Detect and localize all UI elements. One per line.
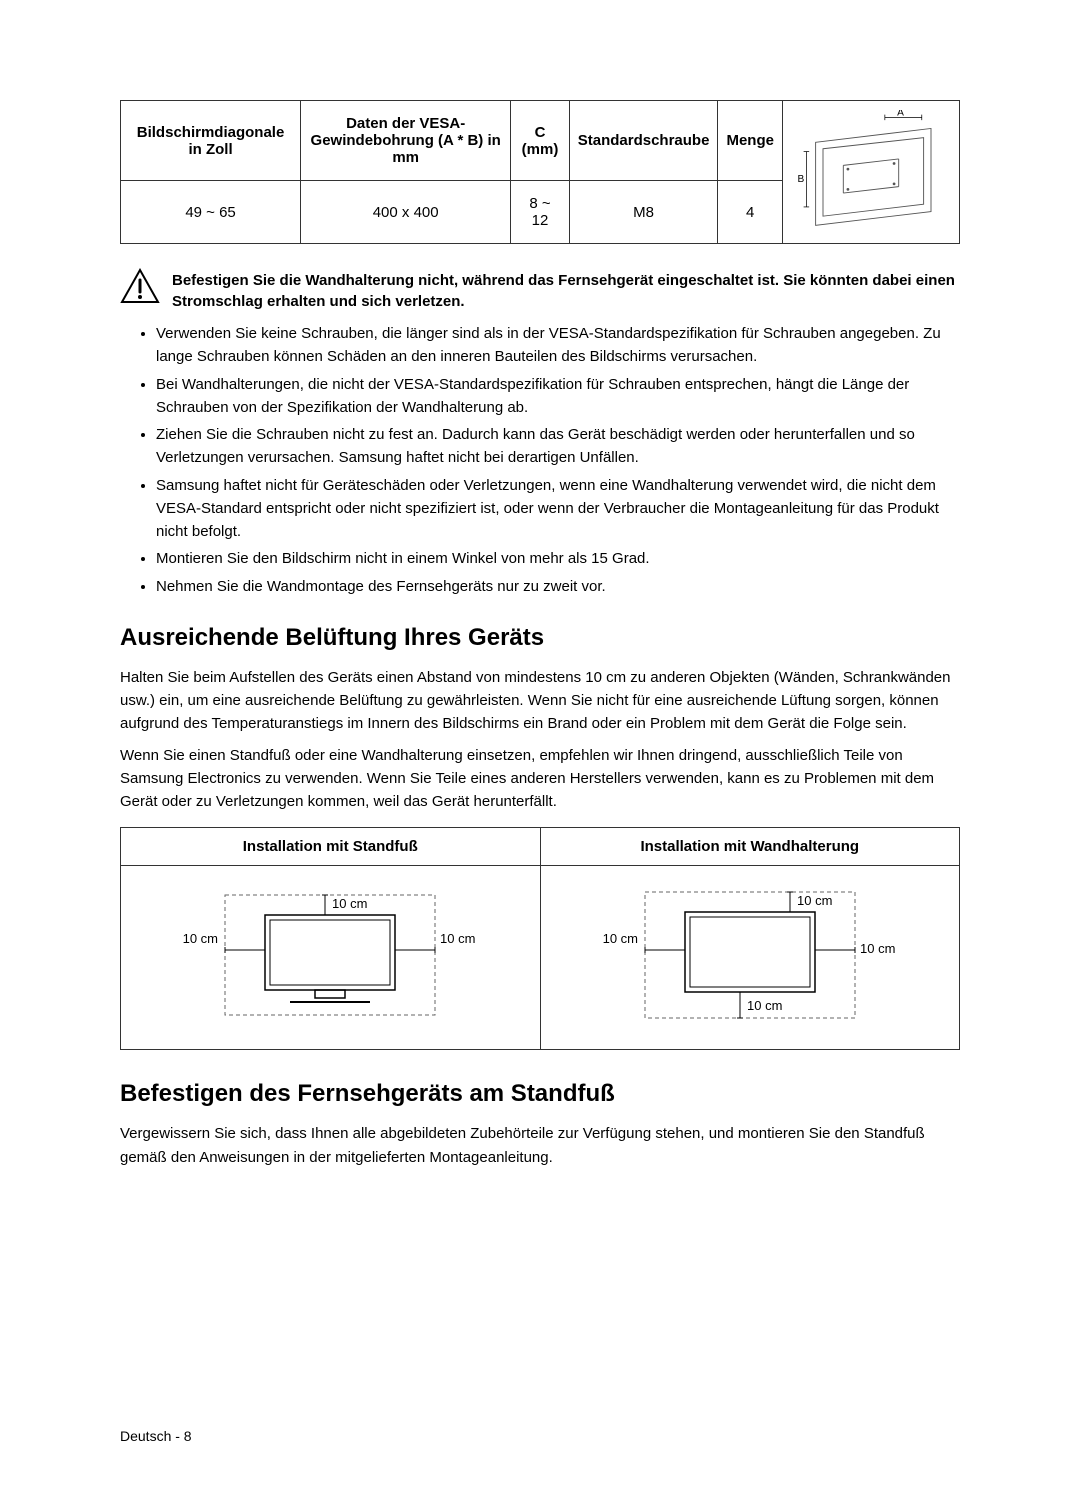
col-qty: Menge [718, 101, 783, 181]
vesa-mount-diagram: A B [791, 110, 951, 230]
label-b: B [797, 174, 804, 185]
wall-clearance-diagram: 10 cm 10 cm 10 cm 10 cm [590, 880, 910, 1030]
stand-attach-heading: Befestigen des Fernsehgeräts am Standfuß [120, 1080, 960, 1108]
cell-screw: M8 [569, 181, 718, 244]
note-item: Samsung haftet nicht für Geräteschäden o… [156, 474, 960, 544]
stand-clearance-diagram: 10 cm 10 cm 10 cm [170, 880, 490, 1030]
warning-icon [120, 268, 160, 304]
note-item: Verwenden Sie keine Schrauben, die länge… [156, 322, 960, 369]
cell-qty: 4 [718, 181, 783, 244]
notes-list: Verwenden Sie keine Schrauben, die länge… [120, 322, 960, 598]
install-stand-header: Installation mit Standfuß [121, 828, 541, 866]
ventilation-para2: Wenn Sie einen Standfuß oder eine Wandha… [120, 744, 960, 814]
install-wall-header: Installation mit Wandhalterung [540, 828, 960, 866]
note-item: Ziehen Sie die Schrauben nicht zu fest a… [156, 423, 960, 470]
ventilation-heading: Ausreichende Belüftung Ihres Geräts [120, 624, 960, 652]
vesa-spec-table: Bildschirmdiagonale in Zoll Daten der VE… [120, 100, 960, 244]
cell-vesa-data: 400 x 400 [301, 181, 511, 244]
clearance-label: 10 cm [747, 998, 782, 1013]
warning-text: Befestigen Sie die Wandhalterung nicht, … [172, 268, 960, 312]
install-stand-diagram-cell: 10 cm 10 cm 10 cm [121, 866, 541, 1050]
clearance-label: 10 cm [440, 931, 475, 946]
col-c-mm: C (mm) [511, 101, 569, 181]
stand-attach-para: Vergewissern Sie sich, dass Ihnen alle a… [120, 1122, 960, 1169]
install-clearance-table: Installation mit Standfuß Installation m… [120, 827, 960, 1050]
cell-c-mm: 8 ~ 12 [511, 181, 569, 244]
clearance-label: 10 cm [860, 941, 895, 956]
note-item: Bei Wandhalterungen, die nicht der VESA-… [156, 373, 960, 420]
col-diagonal: Bildschirmdiagonale in Zoll [121, 101, 301, 181]
col-screw: Standardschraube [569, 101, 718, 181]
note-item: Montieren Sie den Bildschirm nicht in ei… [156, 547, 960, 570]
clearance-label: 10 cm [332, 896, 367, 911]
clearance-label: 10 cm [797, 893, 832, 908]
col-vesa-data: Daten der VESA-Gewindebohrung (A * B) in… [301, 101, 511, 181]
label-a: A [897, 110, 904, 119]
clearance-label: 10 cm [602, 931, 637, 946]
vesa-diagram-cell: A B [782, 101, 959, 244]
cell-diagonal: 49 ~ 65 [121, 181, 301, 244]
ventilation-para1: Halten Sie beim Aufstellen des Geräts ei… [120, 666, 960, 736]
install-wall-diagram-cell: 10 cm 10 cm 10 cm 10 cm [540, 866, 960, 1050]
page-footer: Deutsch - 8 [120, 1428, 192, 1444]
clearance-label: 10 cm [183, 931, 218, 946]
warning-block: Befestigen Sie die Wandhalterung nicht, … [120, 268, 960, 312]
note-item: Nehmen Sie die Wandmontage des Fernsehge… [156, 575, 960, 598]
